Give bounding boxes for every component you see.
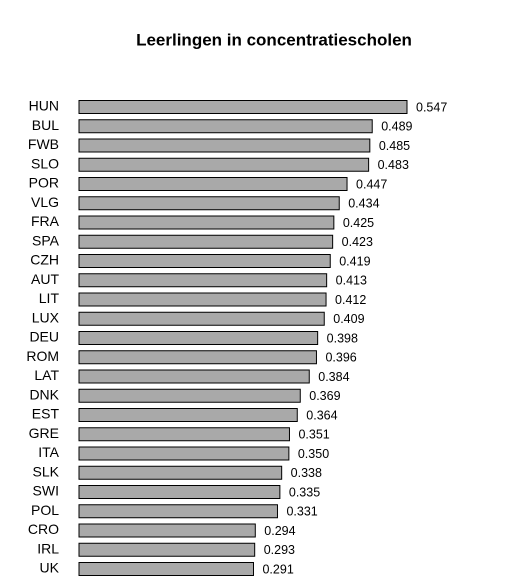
data-label: 0.364 <box>306 408 337 422</box>
bar <box>78 157 370 172</box>
bar <box>78 177 348 191</box>
y-tick-label: CRO <box>28 521 59 537</box>
bar <box>78 542 256 557</box>
y-tick-label: AUT <box>31 271 59 287</box>
bar <box>78 311 325 326</box>
y-tick-label: LIT <box>39 290 60 306</box>
y-tick-label: ITA <box>38 444 59 460</box>
data-label: 0.419 <box>339 254 370 268</box>
data-label: 0.350 <box>298 447 329 461</box>
bar <box>78 485 281 499</box>
data-label: 0.351 <box>298 428 329 442</box>
y-tick-label: BUL <box>32 117 59 133</box>
data-label: 0.413 <box>336 274 367 288</box>
y-tick-label: POR <box>29 175 59 191</box>
data-label: 0.331 <box>286 505 317 519</box>
bar <box>78 331 319 345</box>
y-tick-label: GRE <box>29 425 59 441</box>
data-label: 0.412 <box>335 293 366 307</box>
bar <box>78 369 310 384</box>
bar <box>78 388 301 403</box>
y-tick-label: EST <box>32 406 60 422</box>
y-tick-label: VLG <box>31 194 59 210</box>
bar <box>78 273 328 288</box>
bar <box>78 234 334 249</box>
data-label: 0.447 <box>356 177 387 191</box>
data-label: 0.294 <box>264 524 295 538</box>
data-label: 0.483 <box>378 158 409 172</box>
data-label: 0.547 <box>416 100 447 114</box>
chart-title: Leerlingen in concentratiescholen <box>136 30 412 49</box>
y-tick-label: CZH <box>30 252 59 268</box>
y-tick-label: POL <box>31 502 59 518</box>
bar <box>78 350 317 365</box>
data-label: 0.335 <box>289 485 320 499</box>
data-label: 0.423 <box>342 235 373 249</box>
y-tick-label: FRA <box>31 213 60 229</box>
bar <box>78 292 327 307</box>
y-tick-label: DEU <box>29 329 59 345</box>
data-label: 0.398 <box>327 331 358 345</box>
y-tick-label: HUN <box>29 98 59 114</box>
data-label: 0.489 <box>381 120 412 134</box>
data-label: 0.434 <box>348 197 379 211</box>
data-label: 0.409 <box>333 312 364 326</box>
bar <box>78 100 408 114</box>
bar <box>78 427 290 442</box>
y-tick-label: SLK <box>33 463 60 479</box>
bar <box>78 446 290 461</box>
bar <box>78 465 283 480</box>
data-label: 0.396 <box>325 351 356 365</box>
bar <box>78 504 278 519</box>
bar <box>78 562 254 576</box>
bar <box>78 138 371 153</box>
data-label: 0.425 <box>343 216 374 230</box>
bar <box>78 215 335 230</box>
data-label: 0.338 <box>291 466 322 480</box>
y-tick-label: FWB <box>28 136 59 152</box>
bar <box>78 196 340 211</box>
bar <box>78 119 373 134</box>
y-tick-label: SPA <box>32 232 60 248</box>
bar <box>78 408 298 422</box>
y-tick-label: SLO <box>31 155 59 171</box>
y-tick-label: UK <box>40 560 60 576</box>
data-label: 0.485 <box>379 139 410 153</box>
y-tick-label: DNK <box>29 386 59 402</box>
bar <box>78 254 331 268</box>
data-label: 0.291 <box>262 562 293 576</box>
bar <box>78 523 256 538</box>
y-tick-label: LAT <box>34 367 59 383</box>
y-tick-label: SWI <box>33 483 59 499</box>
data-label: 0.369 <box>309 389 340 403</box>
y-tick-label: IRL <box>37 540 59 556</box>
y-tick-label: LUX <box>32 309 60 325</box>
data-label: 0.384 <box>318 370 349 384</box>
y-tick-label: ROM <box>26 348 59 364</box>
data-label: 0.293 <box>264 543 295 557</box>
